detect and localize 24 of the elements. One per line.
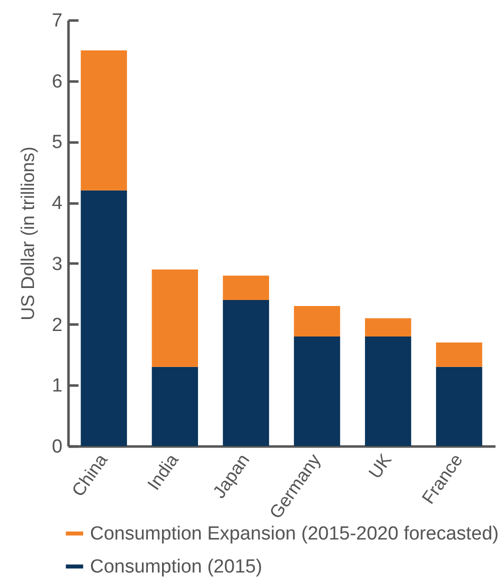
bar bbox=[222, 300, 270, 446]
y-tick-label: 2 bbox=[52, 314, 62, 336]
y-tick-label: 5 bbox=[52, 132, 62, 154]
bar bbox=[294, 306, 340, 336]
bar bbox=[152, 366, 198, 446]
bar bbox=[152, 270, 198, 367]
bar bbox=[364, 318, 412, 336]
y-tick-label: 7 bbox=[52, 10, 62, 32]
y-tick-label: 0 bbox=[52, 436, 62, 458]
bar bbox=[80, 190, 127, 446]
bar bbox=[294, 336, 340, 446]
bar bbox=[364, 336, 412, 446]
legend-label: Consumption (2015) bbox=[90, 556, 262, 578]
y-tick-label: 4 bbox=[52, 193, 63, 214]
legend-label: Consumption Expansion (2015-2020 forecasted) bbox=[90, 524, 499, 544]
bar bbox=[80, 50, 127, 190]
y-tick-label: 6 bbox=[52, 71, 62, 92]
bar bbox=[222, 276, 270, 300]
bar bbox=[436, 366, 482, 446]
x-tick-label: UK bbox=[364, 450, 396, 482]
bar bbox=[436, 342, 482, 367]
y-tick-label: 1 bbox=[52, 376, 62, 397]
y-axis-title: US Dollar (in trillions) bbox=[16, 146, 38, 320]
y-tick-label: 3 bbox=[52, 254, 62, 275]
